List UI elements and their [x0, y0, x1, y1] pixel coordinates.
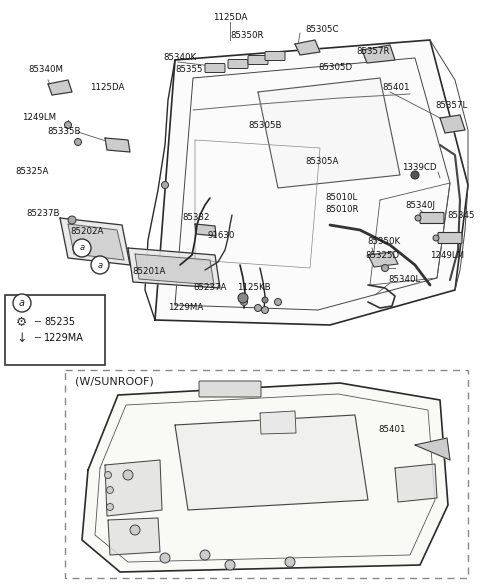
Polygon shape	[362, 45, 395, 63]
Polygon shape	[128, 248, 220, 288]
Text: 85325A: 85325A	[15, 168, 48, 176]
Circle shape	[73, 239, 91, 257]
Text: 85010R: 85010R	[325, 206, 359, 214]
Text: 85401: 85401	[382, 83, 409, 93]
Text: 85350R: 85350R	[230, 32, 264, 40]
Polygon shape	[415, 438, 450, 460]
FancyBboxPatch shape	[228, 60, 248, 69]
Text: 85340J: 85340J	[405, 200, 435, 210]
Text: 1125DA: 1125DA	[90, 83, 124, 93]
Polygon shape	[60, 218, 130, 265]
Circle shape	[123, 470, 133, 480]
Circle shape	[105, 472, 111, 479]
Circle shape	[285, 557, 295, 567]
Polygon shape	[258, 78, 400, 188]
Text: 85357L: 85357L	[435, 101, 467, 110]
Circle shape	[254, 305, 262, 312]
Polygon shape	[395, 464, 437, 502]
Text: a: a	[19, 298, 25, 308]
Polygon shape	[105, 138, 130, 152]
Polygon shape	[260, 411, 296, 434]
Text: 85340K: 85340K	[163, 53, 196, 62]
Polygon shape	[48, 80, 72, 95]
Circle shape	[107, 503, 113, 510]
Polygon shape	[108, 518, 160, 555]
Text: ⚙: ⚙	[16, 315, 27, 329]
Text: 85237B: 85237B	[26, 209, 60, 217]
Circle shape	[238, 293, 248, 303]
Text: 85201A: 85201A	[132, 267, 166, 277]
Text: 1339CD: 1339CD	[402, 163, 436, 172]
Circle shape	[13, 294, 31, 312]
Polygon shape	[175, 415, 368, 510]
Circle shape	[64, 121, 72, 128]
Circle shape	[91, 256, 109, 274]
Polygon shape	[82, 383, 448, 572]
Circle shape	[433, 235, 439, 241]
Text: 85305A: 85305A	[305, 158, 338, 166]
Text: 1249LM: 1249LM	[430, 251, 464, 261]
Polygon shape	[295, 40, 320, 55]
Text: 1229MA: 1229MA	[44, 333, 84, 343]
Text: a: a	[79, 244, 84, 253]
Text: 85202A: 85202A	[70, 227, 103, 237]
FancyBboxPatch shape	[65, 370, 468, 578]
Text: 85332: 85332	[182, 213, 209, 223]
Circle shape	[275, 298, 281, 305]
Circle shape	[68, 216, 76, 224]
Text: 85305C: 85305C	[305, 26, 338, 35]
Text: 85340L: 85340L	[388, 275, 420, 284]
Circle shape	[411, 171, 419, 179]
Circle shape	[382, 264, 388, 271]
Text: (W/SUNROOF): (W/SUNROOF)	[75, 377, 154, 387]
Text: a: a	[97, 261, 103, 270]
Circle shape	[74, 138, 82, 145]
Text: 1125KB: 1125KB	[237, 282, 271, 291]
FancyBboxPatch shape	[248, 56, 268, 64]
Text: 85355: 85355	[175, 66, 203, 74]
Circle shape	[130, 525, 140, 535]
FancyBboxPatch shape	[265, 52, 285, 60]
Text: 85235: 85235	[44, 317, 75, 327]
Text: 85335B: 85335B	[47, 128, 81, 137]
FancyBboxPatch shape	[438, 233, 462, 244]
Text: 85010L: 85010L	[325, 193, 357, 203]
Polygon shape	[68, 224, 124, 260]
Text: 85340M: 85340M	[28, 66, 63, 74]
Text: ─: ─	[34, 317, 40, 327]
Text: 1249LM: 1249LM	[22, 114, 56, 122]
Text: 85345: 85345	[447, 210, 475, 220]
Text: 85305B: 85305B	[248, 121, 281, 130]
Text: 85305D: 85305D	[318, 63, 352, 73]
Text: ─: ─	[34, 333, 40, 343]
Circle shape	[200, 550, 210, 560]
Text: 91630: 91630	[208, 230, 235, 240]
Circle shape	[262, 306, 268, 314]
Polygon shape	[368, 252, 398, 267]
Circle shape	[240, 298, 248, 305]
Polygon shape	[105, 460, 162, 516]
Text: ↓: ↓	[16, 332, 26, 345]
Polygon shape	[155, 40, 468, 325]
Circle shape	[160, 553, 170, 563]
FancyBboxPatch shape	[205, 63, 225, 73]
Circle shape	[415, 215, 421, 221]
Polygon shape	[135, 254, 214, 285]
FancyBboxPatch shape	[5, 295, 105, 365]
Text: 1125DA: 1125DA	[213, 13, 247, 22]
Text: 1229MA: 1229MA	[168, 304, 203, 312]
Text: 85350K: 85350K	[367, 237, 400, 247]
Polygon shape	[440, 115, 465, 133]
Text: 85357R: 85357R	[356, 47, 389, 56]
Circle shape	[161, 182, 168, 189]
Text: 85401: 85401	[378, 425, 406, 434]
Text: 85325D: 85325D	[365, 251, 399, 261]
FancyBboxPatch shape	[420, 213, 444, 223]
Circle shape	[262, 297, 268, 303]
Text: 85237A: 85237A	[193, 282, 227, 291]
FancyBboxPatch shape	[199, 381, 261, 397]
Circle shape	[107, 486, 113, 493]
Polygon shape	[195, 224, 216, 236]
Circle shape	[225, 560, 235, 570]
